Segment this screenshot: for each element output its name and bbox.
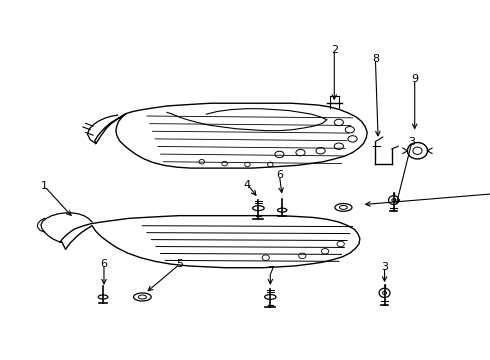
Text: 9: 9 (411, 75, 418, 85)
Text: 5: 5 (176, 259, 183, 269)
Text: 4: 4 (244, 180, 251, 190)
Text: 3: 3 (381, 262, 388, 272)
Text: 3: 3 (409, 136, 416, 147)
Text: 1: 1 (41, 181, 48, 192)
Text: 6: 6 (276, 170, 283, 180)
Text: 8: 8 (372, 54, 379, 64)
Text: 7: 7 (267, 266, 274, 276)
Text: 6: 6 (100, 259, 107, 269)
Text: 2: 2 (331, 45, 338, 55)
